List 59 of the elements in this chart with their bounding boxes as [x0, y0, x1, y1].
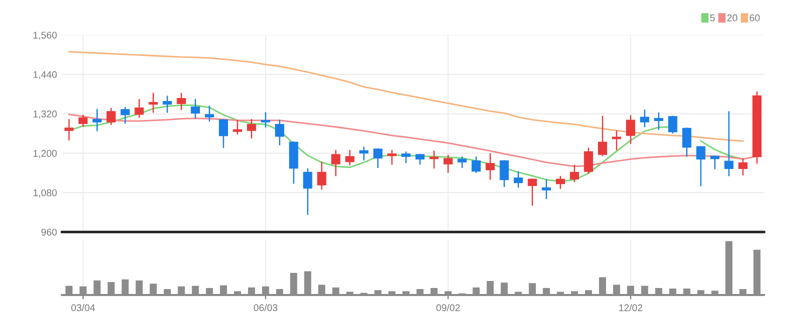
- y-tick-label: 1,320: [34, 110, 57, 119]
- candlestick: [345, 150, 354, 166]
- legend-label: 60: [750, 14, 760, 22]
- y-tick-label: 1,200: [34, 150, 57, 158]
- candlestick: [401, 152, 411, 164]
- candlestick: [626, 115, 636, 144]
- candlestick: [148, 92, 158, 113]
- candlestick: [472, 156, 481, 173]
- candlestick: [275, 120, 284, 146]
- candlestick: [64, 119, 74, 140]
- candlestick: [261, 112, 270, 128]
- candlestick: [120, 106, 130, 124]
- candlestick: [331, 150, 340, 176]
- candlestick: [444, 154, 453, 173]
- candlestick: [738, 158, 748, 176]
- y-tick-label: 1,080: [34, 189, 57, 198]
- legend-label: 20: [727, 14, 738, 22]
- candlestick: [458, 156, 467, 168]
- candlestick: [528, 178, 537, 206]
- y-tick-label: 960: [41, 228, 57, 236]
- candlestick: [190, 99, 200, 118]
- candlestick: [232, 120, 242, 134]
- y-tick-label: 1,560: [34, 32, 57, 40]
- candlestick: [415, 154, 425, 165]
- candlestick: [696, 146, 706, 186]
- candlestick: [500, 160, 509, 187]
- x-tick-label: 09/02: [436, 304, 460, 312]
- candlestick: [682, 128, 692, 157]
- x-tick-label: 12/02: [619, 304, 642, 312]
- candlestick: [710, 156, 720, 170]
- legend-label: 5: [710, 14, 715, 22]
- candlestick: [176, 92, 186, 110]
- candlestick: [359, 146, 368, 160]
- candlestick: [514, 171, 523, 188]
- candlestick: [640, 110, 650, 128]
- candlestick: [218, 119, 228, 148]
- y-tick-label: 1,440: [34, 71, 57, 80]
- candlestick: [317, 162, 326, 190]
- candlestick: [486, 153, 495, 180]
- candlestick: [246, 119, 256, 138]
- candlestick: [162, 96, 172, 113]
- candlestick: [654, 112, 664, 130]
- candlestick: [668, 116, 678, 134]
- x-tick-label: 03/04: [71, 304, 95, 312]
- candlestick: [92, 108, 102, 132]
- candlestick: [134, 99, 144, 118]
- candlestick: [106, 108, 116, 125]
- candlestick: [387, 150, 396, 165]
- candlestick: [542, 179, 551, 200]
- candlestick: [78, 114, 88, 127]
- candlestick: [598, 116, 608, 156]
- candlestick: [584, 148, 594, 174]
- candlestick: [303, 168, 312, 215]
- x-tick-label: 06/03: [254, 304, 278, 312]
- candlestick: [724, 111, 734, 176]
- candlestick: [556, 176, 565, 189]
- candlestick: [373, 148, 382, 168]
- candlestick: [570, 164, 580, 182]
- candlestick: [204, 106, 214, 122]
